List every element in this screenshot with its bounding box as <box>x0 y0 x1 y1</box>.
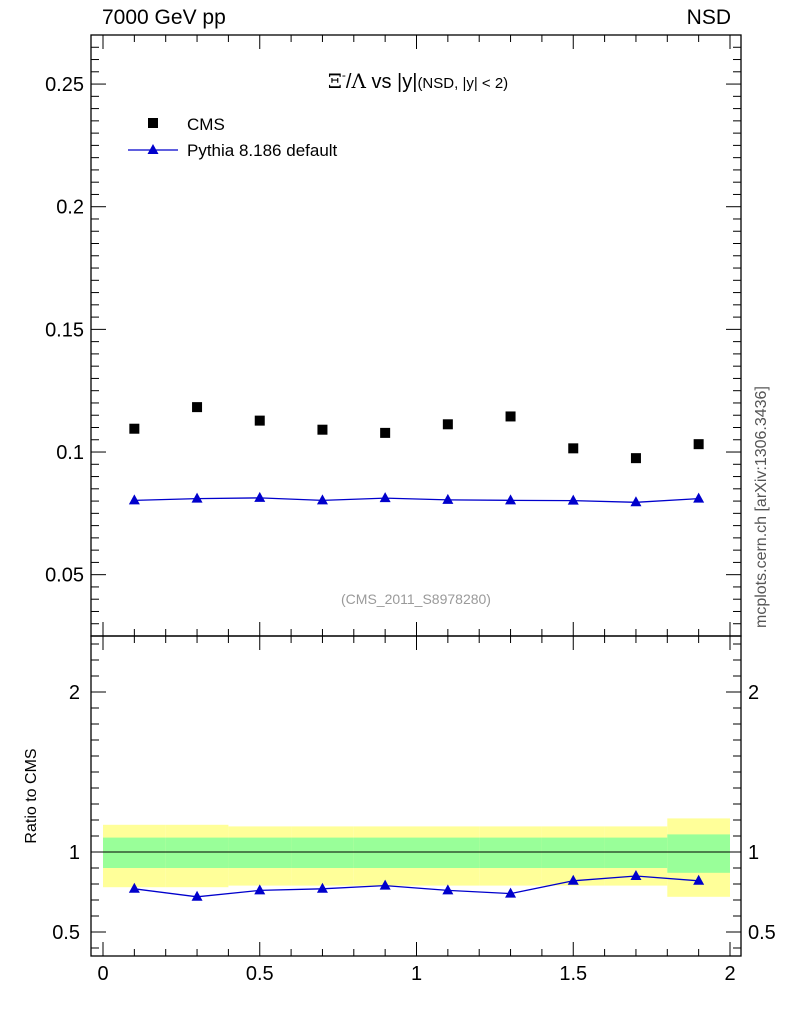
uncertainty-band-inner <box>291 837 354 868</box>
ratio-pythia-point <box>128 882 140 893</box>
pythia-line <box>134 497 699 503</box>
ratio-y-tick-label-left: 0.5 <box>52 922 80 944</box>
ratio-plot-frame <box>90 635 742 957</box>
cms-data-point <box>568 443 579 454</box>
pythia-data-point <box>693 492 705 503</box>
pythia-data-point <box>442 493 454 504</box>
cms-data-point <box>317 424 328 435</box>
uncertainty-band-inner <box>667 834 730 873</box>
x-tick-label: 1.5 <box>559 963 587 985</box>
uncertainty-band-inner <box>416 837 480 868</box>
ratio-y-tick-label-left: 1 <box>69 842 80 864</box>
uncertainty-band-inner <box>479 837 542 868</box>
ratio-y-tick-label-right: 0.5 <box>748 922 776 944</box>
pythia-data-point <box>505 494 517 505</box>
x-tick-label: 2 <box>724 963 735 985</box>
ratio-y-tick-label-right: 1 <box>748 842 759 864</box>
ratio-pythia-point <box>316 882 328 893</box>
y-tick-label: 0.05 <box>45 565 84 587</box>
cms-data-point <box>129 423 140 434</box>
uncertainty-band-inner <box>103 837 166 868</box>
y-tick-label: 0.2 <box>56 197 84 219</box>
x-tick-label: 1 <box>411 963 422 985</box>
y-tick-label: 0.1 <box>56 442 84 464</box>
cms-data-point <box>442 419 453 430</box>
uncertainty-band-inner <box>604 837 668 868</box>
cms-data-point <box>505 411 516 422</box>
uncertainty-band-inner <box>541 837 605 868</box>
analysis-id-watermark: (CMS_2011_S8978280) <box>341 591 491 607</box>
pythia-data-point <box>567 494 579 505</box>
header-process-label: 7000 GeV pp <box>102 6 226 29</box>
plot-title: Ξ-/Λ vs |y|(NSD, |y| < 2) <box>328 68 508 93</box>
ratio-pythia-point <box>254 884 266 895</box>
x-tick-label: 0.5 <box>246 963 274 985</box>
ratio-pythia-point <box>379 879 391 890</box>
pythia-data-point <box>379 492 391 503</box>
y-tick-label: 0.15 <box>45 319 84 341</box>
ratio-pythia-point <box>191 890 203 901</box>
ratio-pythia-line <box>134 875 699 898</box>
pythia-data-point <box>630 496 642 507</box>
cms-data-point <box>192 402 203 413</box>
ratio-pythia-point <box>505 887 517 898</box>
ratio-y-axis-label: Ratio to CMS <box>23 748 40 843</box>
ratio-y-tick-label-left: 2 <box>69 682 80 704</box>
header-event-type-label: NSD <box>686 6 731 29</box>
cms-data-point <box>693 439 704 450</box>
ratio-pythia-point <box>693 874 705 885</box>
legend-marker-pythia <box>147 144 159 154</box>
cms-data-point <box>254 415 265 426</box>
cms-data-point <box>630 453 641 464</box>
ratio-pythia-point <box>630 870 642 880</box>
pythia-data-point <box>254 491 266 502</box>
uncertainty-band-inner <box>353 837 417 868</box>
ratio-y-tick-label-right: 2 <box>748 682 759 704</box>
uncertainty-band-inner <box>228 837 292 868</box>
pythia-data-point <box>191 492 203 503</box>
cms-data-point <box>380 427 391 438</box>
legend-label-pythia: Pythia 8.186 default <box>187 141 338 160</box>
legend-marker-cms <box>148 118 158 128</box>
x-tick-label: 0 <box>97 963 108 985</box>
legend-label-cms: CMS <box>187 115 225 134</box>
pythia-data-point <box>128 494 140 505</box>
ratio-pythia-point <box>442 884 454 895</box>
ratio-pythia-point <box>567 874 579 885</box>
uncertainty-band-inner <box>165 837 229 868</box>
pythia-data-point <box>316 494 328 505</box>
y-tick-label: 0.25 <box>45 74 84 96</box>
